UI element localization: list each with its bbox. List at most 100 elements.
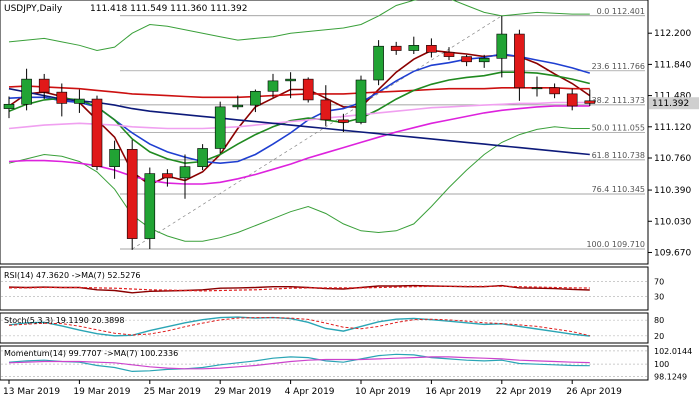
- stochastic-panel-frame: [0, 312, 649, 344]
- date-axis-label: 19 Mar 2019: [73, 387, 130, 397]
- candle-body: [56, 91, 68, 104]
- rsi-panel[interactable]: 70 30 RSI(14) 47.3620 ->MA(7) 52.5276: [0, 266, 664, 311]
- candle-body: [584, 100, 596, 104]
- candle-body: [21, 78, 32, 105]
- candle-body: [162, 173, 173, 179]
- candle-body: [267, 80, 279, 92]
- bollinger-upper-line: [8, 0, 590, 52]
- date-axis: 13 Mar 2019 19 Mar 2019 25 Mar 2019 29 Mar …: [3, 380, 622, 397]
- candlesticks: [3, 15, 596, 250]
- chart-symbol-label: USDJPY,Daily: [4, 4, 63, 14]
- bollinger-bands: [8, 0, 590, 242]
- current-price-tag-background: [649, 97, 699, 110]
- rsi-panel-frame: [0, 266, 649, 311]
- stochastic-lines: 80 20: [1, 316, 664, 341]
- price-axis-label: 110.030: [654, 217, 691, 227]
- date-axis-label: 4 Apr 2019: [285, 387, 335, 397]
- candle-body: [478, 58, 490, 63]
- price-axis-label: 111.120: [654, 123, 691, 133]
- momentum-label: Momentum(14) 99.7707 ->MA(7) 100.2336: [4, 349, 178, 358]
- momentum-scale-label: 100: [654, 360, 669, 369]
- price-axis-label: 111.840: [654, 60, 691, 70]
- momentum-lines: 102.0144 100 98.1249: [1, 347, 692, 382]
- candle-body: [197, 148, 208, 167]
- candle-body: [549, 87, 560, 95]
- momentum-panel[interactable]: 102.0144 100 98.1249 Momentum(14) 99.7707 …: [0, 345, 692, 382]
- moving-average-line-5: [8, 101, 590, 130]
- candle-body: [144, 173, 156, 239]
- candle-body: [285, 78, 296, 82]
- fib-label-5: 76.4 110.345: [592, 185, 645, 194]
- fib-label-0: 0.0 112.401: [597, 7, 645, 16]
- stochastic-k-line: [8, 316, 590, 337]
- date-axis-label: 13 Mar 2019: [3, 387, 60, 397]
- fib-trendline: [132, 15, 502, 250]
- candle-body: [355, 79, 367, 123]
- candle-body: [514, 33, 525, 89]
- candle-body: [250, 90, 261, 106]
- candle-body: [443, 51, 455, 57]
- current-price-value: 111.392: [652, 99, 689, 109]
- moving-average-line-2: [8, 85, 590, 99]
- date-axis-label: 16 Apr 2019: [425, 387, 481, 397]
- candle-body: [566, 93, 578, 107]
- momentum-scale-label: 98.1249: [654, 373, 687, 382]
- candle-body: [426, 45, 437, 53]
- fib-label-6: 100.0 109.710: [586, 240, 645, 249]
- rsi-lines: 70 30: [1, 277, 664, 302]
- price-axis-label: 110.390: [654, 186, 691, 196]
- rsi-ma-line: [9, 285, 590, 292]
- candle-body: [179, 166, 191, 179]
- momentum-scale-label: 102.0144: [654, 347, 692, 356]
- candle-body: [302, 78, 314, 101]
- price-axis-label: 109.670: [654, 248, 691, 258]
- fib-label-4: 61.8 110.738: [592, 151, 645, 160]
- stochastic-label: Stoch(5,3,3) 19.1190 20.3898: [4, 316, 124, 325]
- momentum-values-line: [8, 353, 590, 373]
- candle-body: [91, 98, 103, 167]
- candle-body: [126, 149, 138, 239]
- price-axis-label: 110.760: [654, 154, 691, 164]
- moving-average-line-6: [8, 87, 590, 156]
- candle-body: [109, 149, 120, 167]
- date-axis-label: 10 Apr 2019: [355, 387, 411, 397]
- price-axis-label: 111.480: [654, 92, 691, 102]
- candle-body: [390, 45, 402, 51]
- price-panel-frame: [0, 0, 649, 265]
- fib-label-1: 23.6 111.766: [592, 62, 645, 71]
- date-axis-label: 29 Mar 2019: [214, 387, 271, 397]
- momentum-panel-frame: [0, 345, 649, 381]
- moving-average-line-3: [8, 71, 590, 165]
- momentum-ma-line: [8, 356, 590, 370]
- date-axis-label: 25 Mar 2019: [144, 387, 201, 397]
- price-panel[interactable]: 0.0 112.401 23.6 111.766 38.2 111.373 50.0 …: [0, 0, 649, 265]
- candle-body: [338, 119, 349, 123]
- moving-averages: [8, 49, 591, 186]
- candle-body: [461, 56, 472, 63]
- date-axis-label: 22 Apr 2019: [496, 387, 552, 397]
- rsi-scale-label: 30: [654, 293, 664, 302]
- candle-body: [373, 45, 384, 81]
- rsi-label: RSI(14) 47.3620 ->MA(7) 52.5276: [4, 271, 141, 280]
- rsi-values-line: [8, 284, 590, 294]
- stochastic-scale-label: 20: [654, 332, 664, 341]
- rsi-scale-label: 70: [654, 277, 664, 286]
- candle-body: [214, 106, 226, 149]
- candle-body: [320, 99, 332, 121]
- stochastic-panel[interactable]: 80 20 Stoch(5,3,3) 19.1190 20.3898: [0, 312, 664, 344]
- price-axis: 112.200 111.840 111.480 111.120 110.760 110.3…: [648, 29, 691, 258]
- fibonacci-retracement: 0.0 112.401 23.6 111.766 38.2 111.373 50.0 …: [120, 7, 645, 250]
- candle-body: [408, 45, 420, 51]
- current-price-tag: 111.392: [649, 97, 699, 110]
- candle-body: [38, 78, 50, 93]
- ohlc-readout: 111.418 111.549 111.360 111.392: [90, 4, 247, 14]
- candle-body: [232, 104, 244, 108]
- candle-body: [531, 87, 543, 90]
- price-axis-label: 112.200: [654, 29, 691, 39]
- candle-body: [74, 98, 85, 104]
- date-axis-label: 26 Apr 2019: [566, 387, 622, 397]
- fib-label-2: 38.2 111.373: [592, 96, 645, 105]
- candle-body: [3, 103, 15, 109]
